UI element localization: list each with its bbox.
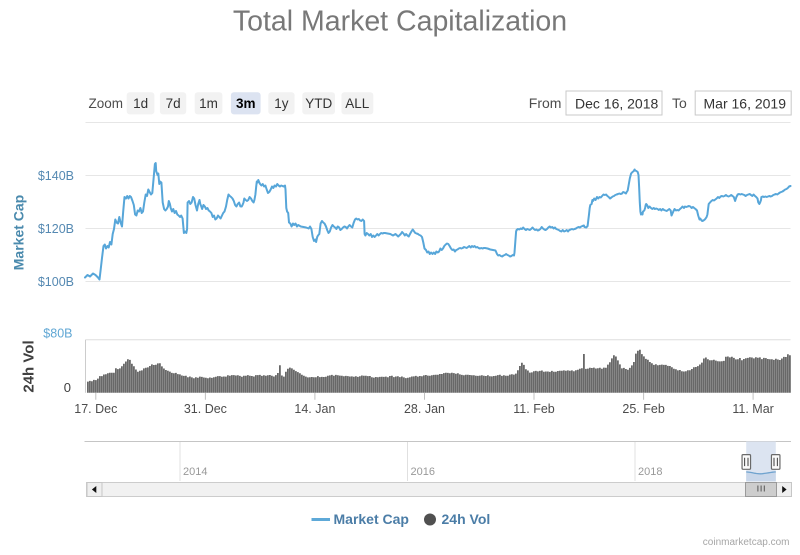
- svg-text:28. Jan: 28. Jan: [404, 402, 445, 416]
- svg-text:Zoom: Zoom: [89, 96, 124, 111]
- svg-text:25. Feb: 25. Feb: [622, 402, 664, 416]
- svg-text:coinmarketcap.com: coinmarketcap.com: [703, 537, 790, 548]
- svg-text:1d: 1d: [133, 96, 148, 111]
- svg-text:2014: 2014: [183, 466, 207, 478]
- svg-text:2018: 2018: [638, 466, 662, 478]
- svg-text:$120B: $120B: [38, 222, 74, 236]
- svg-text:3m: 3m: [236, 96, 256, 111]
- svg-text:0: 0: [64, 380, 71, 395]
- svg-text:$80B: $80B: [43, 327, 72, 341]
- svg-text:Market Cap: Market Cap: [334, 511, 409, 527]
- svg-text:7d: 7d: [166, 96, 181, 111]
- svg-text:To: To: [672, 95, 687, 111]
- svg-text:24h Vol: 24h Vol: [21, 340, 38, 392]
- svg-text:2016: 2016: [411, 466, 435, 478]
- svg-text:17. Dec: 17. Dec: [74, 402, 117, 416]
- svg-text:Market Cap: Market Cap: [10, 195, 26, 270]
- svg-text:14. Jan: 14. Jan: [294, 402, 335, 416]
- svg-text:Total Market Capitalization: Total Market Capitalization: [233, 5, 567, 37]
- svg-text:$100B: $100B: [38, 275, 74, 289]
- svg-text:YTD: YTD: [305, 96, 332, 111]
- svg-text:Dec 16, 2018: Dec 16, 2018: [575, 96, 658, 112]
- svg-text:$140B: $140B: [38, 169, 74, 183]
- svg-text:1y: 1y: [274, 96, 289, 111]
- svg-text:11. Feb: 11. Feb: [513, 402, 555, 416]
- svg-text:31. Dec: 31. Dec: [184, 402, 227, 416]
- svg-text:ALL: ALL: [345, 96, 370, 111]
- svg-text:24h Vol: 24h Vol: [442, 511, 491, 527]
- svg-text:1m: 1m: [199, 96, 218, 111]
- svg-text:Mar 16, 2019: Mar 16, 2019: [704, 96, 787, 112]
- svg-text:11. Mar: 11. Mar: [732, 402, 773, 416]
- svg-text:From: From: [529, 95, 562, 111]
